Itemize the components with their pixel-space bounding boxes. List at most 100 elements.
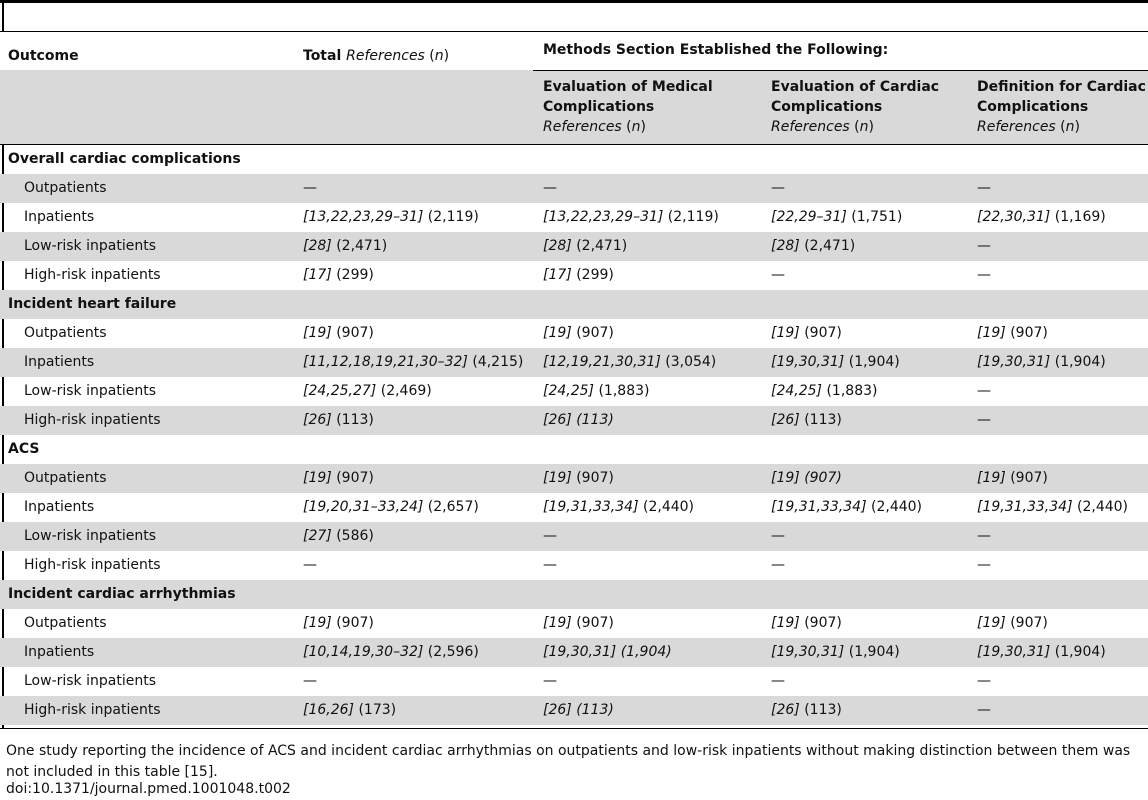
- cell-total: [17] (299): [303, 267, 374, 283]
- cell-cardiac-eval: —: [771, 673, 785, 689]
- cell-value: (907): [571, 325, 614, 341]
- cell-reference: [19,31,33,34]: [543, 499, 639, 515]
- cell-value: (907): [331, 470, 374, 486]
- column-header-row: Outcome Total References (n) Methods Sec…: [0, 32, 1148, 70]
- cell-value: (586): [331, 528, 374, 544]
- cell-cardiac-def: —: [977, 180, 991, 196]
- cell-medical: —: [543, 557, 557, 573]
- cell-reference: [19,30,31]: [977, 354, 1051, 370]
- table-top-rule: [0, 0, 1148, 3]
- cell-cardiac-def: —: [977, 383, 991, 399]
- cell-cardiac-def: [19,30,31] (1,904): [977, 354, 1106, 370]
- table-row: Inpatients [19,20,31–33,24] (2,657) [19,31…: [0, 493, 1148, 522]
- cell-value: —: [977, 180, 991, 196]
- sub-header-medical-line2: Complications: [543, 99, 655, 115]
- cell-cardiac-eval: [22,29–31] (1,751): [771, 209, 902, 225]
- total-n-italic: n: [434, 48, 444, 64]
- cell-reference: [28]: [543, 238, 572, 254]
- cell-reference: [19,30,31]: [771, 644, 845, 660]
- cell-medical: [19,30,31] (1,904): [543, 644, 672, 660]
- row-label: High-risk inpatients: [24, 412, 161, 428]
- cell-total: [11,12,18,19,21,30–32] (4,215): [303, 354, 523, 370]
- cell-value: (907): [571, 615, 614, 631]
- cell-reference: [19,31,33,34]: [977, 499, 1073, 515]
- row-label: High-risk inpatients: [24, 702, 161, 718]
- cell-value: (1,904): [1050, 644, 1106, 660]
- cell-reference: [19]: [543, 615, 572, 631]
- cell-value: (2,657): [423, 499, 479, 515]
- cell-value: (1,904): [1050, 354, 1106, 370]
- table-row: Low-risk inpatients [28] (2,471) [28] (2,4…: [0, 232, 1148, 261]
- cell-value: (2,469): [376, 383, 432, 399]
- cell-total: [28] (2,471): [303, 238, 387, 254]
- row-label: Low-risk inpatients: [24, 383, 156, 399]
- cell-value: (1,169): [1050, 209, 1106, 225]
- cell-reference: [19,20,31–33,24]: [303, 499, 424, 515]
- cell-total: [19] (907): [303, 615, 374, 631]
- row-label: Low-risk inpatients: [24, 238, 156, 254]
- cell-reference: [12,19,21,30,31]: [543, 354, 661, 370]
- cell-medical: [28] (2,471): [543, 238, 627, 254]
- cell-reference: [27]: [303, 528, 332, 544]
- table-row: Low-risk inpatients [24,25,27] (2,469) [24…: [0, 377, 1148, 406]
- cell-value: —: [303, 557, 317, 573]
- cell-medical: —: [543, 180, 557, 196]
- cell-reference: [19,30,31]: [771, 354, 845, 370]
- cell-reference: [19]: [303, 470, 332, 486]
- row-label: Outpatients: [24, 470, 107, 486]
- sub-header-cardiac-def-line1: Definition for Cardiac: [977, 79, 1146, 95]
- cell-total: [13,22,23,29–31] (2,119): [303, 209, 479, 225]
- cell-total: [24,25,27] (2,469): [303, 383, 432, 399]
- cell-value: (2,596): [423, 644, 479, 660]
- cell-value: (113): [799, 702, 842, 718]
- row-label: Inpatients: [24, 209, 95, 225]
- cell-cardiac-eval: [28] (2,471): [771, 238, 855, 254]
- cell-reference: [26]: [771, 412, 800, 428]
- refs-italic: References: [771, 119, 850, 135]
- cell-value: (2,119): [423, 209, 479, 225]
- sub-header-cardiac-eval-line1: Evaluation of Cardiac: [771, 79, 940, 95]
- sub-header-divider: [533, 70, 1148, 71]
- cell-value: —: [303, 180, 317, 196]
- cell-value: (907): [571, 470, 614, 486]
- cell-cardiac-def: [19] (907): [977, 470, 1048, 486]
- cell-reference: [19]: [977, 615, 1006, 631]
- cell-value: (299): [331, 267, 374, 283]
- cell-reference: [19]: [543, 325, 572, 341]
- sub-header-cardiac-def-line2: Complications: [977, 99, 1089, 115]
- table-row: Inpatients [11,12,18,19,21,30–32] (4,215)…: [0, 348, 1148, 377]
- cell-reference: [19]: [771, 325, 800, 341]
- cell-value: (907): [1005, 615, 1048, 631]
- cell-value: —: [977, 412, 991, 428]
- cell-reference: [13,22,23,29–31]: [543, 209, 664, 225]
- cell-reference: [19]: [977, 470, 1006, 486]
- n-italic: n: [859, 119, 869, 135]
- cell-medical: [19,31,33,34] (2,440): [543, 499, 694, 515]
- cell-value: —: [543, 557, 557, 573]
- table-footnote: One study reporting the incidence of ACS…: [6, 743, 1131, 780]
- cell-value: (907): [331, 325, 374, 341]
- cell-cardiac-eval: —: [771, 180, 785, 196]
- header-top-rule: [0, 31, 1148, 32]
- cell-cardiac-eval: [26] (113): [771, 412, 842, 428]
- cell-reference: [28]: [303, 238, 332, 254]
- cell-value: (907): [799, 325, 842, 341]
- outcome-header: Outcome: [8, 48, 79, 64]
- cell-value: (113): [799, 412, 842, 428]
- section-row: Incident heart failure: [0, 290, 1148, 319]
- cell-value: —: [771, 673, 785, 689]
- cell-cardiac-def: —: [977, 557, 991, 573]
- sub-header-cardiac-def: Definition for Cardiac Complications Ref…: [977, 77, 1146, 137]
- cell-reference: [19]: [977, 325, 1006, 341]
- cell-reference: [26]: [771, 702, 800, 718]
- cell-reference: [19]: [771, 615, 800, 631]
- section-title: ACS: [8, 441, 40, 457]
- sub-header-medical: Evaluation of Medical Complications Refe…: [543, 77, 713, 137]
- sub-header-cardiac-eval: Evaluation of Cardiac Complications Refe…: [771, 77, 939, 137]
- cell-reference: [19]: [303, 325, 332, 341]
- cell-total: [19] (907): [303, 325, 374, 341]
- cell-value: (907): [1005, 325, 1048, 341]
- section-title: Incident heart failure: [8, 296, 177, 312]
- cell-value: (2,440): [1072, 499, 1128, 515]
